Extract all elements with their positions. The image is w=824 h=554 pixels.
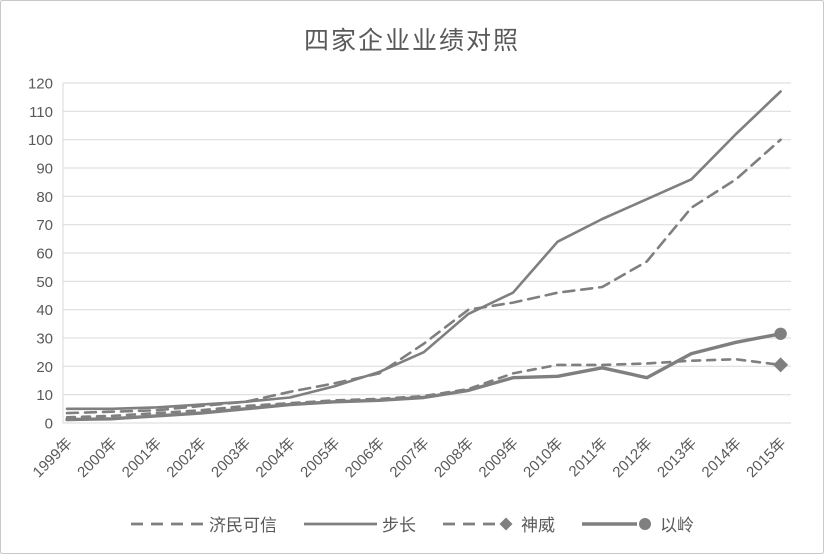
y-axis-tick-label: 0 <box>45 416 53 433</box>
series-shenwei-end-marker-diamond <box>773 357 789 373</box>
y-axis-tick-label: 100 <box>28 132 53 149</box>
x-axis-tick-label: 2003年 <box>208 435 254 481</box>
x-axis-tick-label: 2002年 <box>163 435 209 481</box>
y-axis-tick-label: 20 <box>36 359 53 376</box>
legend-jimin-kexin-line-sample <box>131 522 204 525</box>
legend-label: 以岭 <box>660 516 694 535</box>
chart-legend: 济民可信 步长 神威 以岭 <box>1 511 823 536</box>
x-axis-tick-label: 2010年 <box>520 435 566 481</box>
legend-label: 神威 <box>521 516 555 535</box>
legend-shenwei-line-sample <box>443 516 513 531</box>
y-axis-tick-label: 90 <box>36 161 53 178</box>
legend-item-buchang: 步长 <box>303 511 416 536</box>
x-axis-tick-label: 2015年 <box>743 435 789 481</box>
legend-item-jimin-kexin: 济民可信 <box>130 511 277 536</box>
y-axis-tick-label: 30 <box>36 331 53 348</box>
x-axis-tick-label: 2011年 <box>566 435 611 480</box>
series-yiling-line <box>65 332 783 422</box>
y-axis-tick-label: 80 <box>36 189 53 206</box>
legend-item-shenwei: 神威 <box>442 511 555 536</box>
legend-yiling-line-sample <box>582 517 651 530</box>
x-axis-tick-label: 1999年 <box>30 435 76 481</box>
legend-label: 济民可信 <box>209 516 277 535</box>
x-axis-tick-label: 2001年 <box>119 435 165 481</box>
y-axis-tick-label: 50 <box>36 274 53 291</box>
legend-circle-marker-icon <box>639 517 651 530</box>
legend-item-yiling: 以岭 <box>581 511 694 536</box>
y-axis-tick-label: 60 <box>36 246 53 263</box>
x-axis-tick-label: 2009年 <box>476 435 522 481</box>
y-axis-tick-label: 10 <box>36 387 53 404</box>
x-axis-tick-label: 2014年 <box>699 435 745 481</box>
x-axis-tick-label: 2004年 <box>253 435 299 481</box>
y-axis-tick-label: 40 <box>36 302 53 319</box>
series-yiling-end-marker-circle <box>774 327 787 340</box>
legend-diamond-marker-icon <box>499 516 513 531</box>
y-axis-tick-label: 70 <box>36 217 53 234</box>
x-axis-tick-label: 2007年 <box>386 435 432 481</box>
chart-title: 四家企业业绩对照 <box>303 28 520 55</box>
series-jimin-kexin-line <box>65 138 782 415</box>
x-axis-tick-label: 2005年 <box>297 435 343 481</box>
y-axis-tick-label: 120 <box>28 76 53 93</box>
x-axis-tick-label: 2013年 <box>654 435 700 481</box>
y-axis-tick-label: 110 <box>29 104 53 121</box>
legend-buchang-line-sample <box>304 522 377 525</box>
series-buchang-line <box>65 90 782 411</box>
x-axis-tick-label: 2006年 <box>342 435 388 481</box>
legend-label: 步长 <box>382 516 416 535</box>
x-axis-tick-label: 2012年 <box>609 435 655 481</box>
series-shenwei-line <box>65 357 782 419</box>
x-axis-tick-label: 2000年 <box>74 435 120 481</box>
x-axis-tick-label: 2008年 <box>431 435 477 481</box>
